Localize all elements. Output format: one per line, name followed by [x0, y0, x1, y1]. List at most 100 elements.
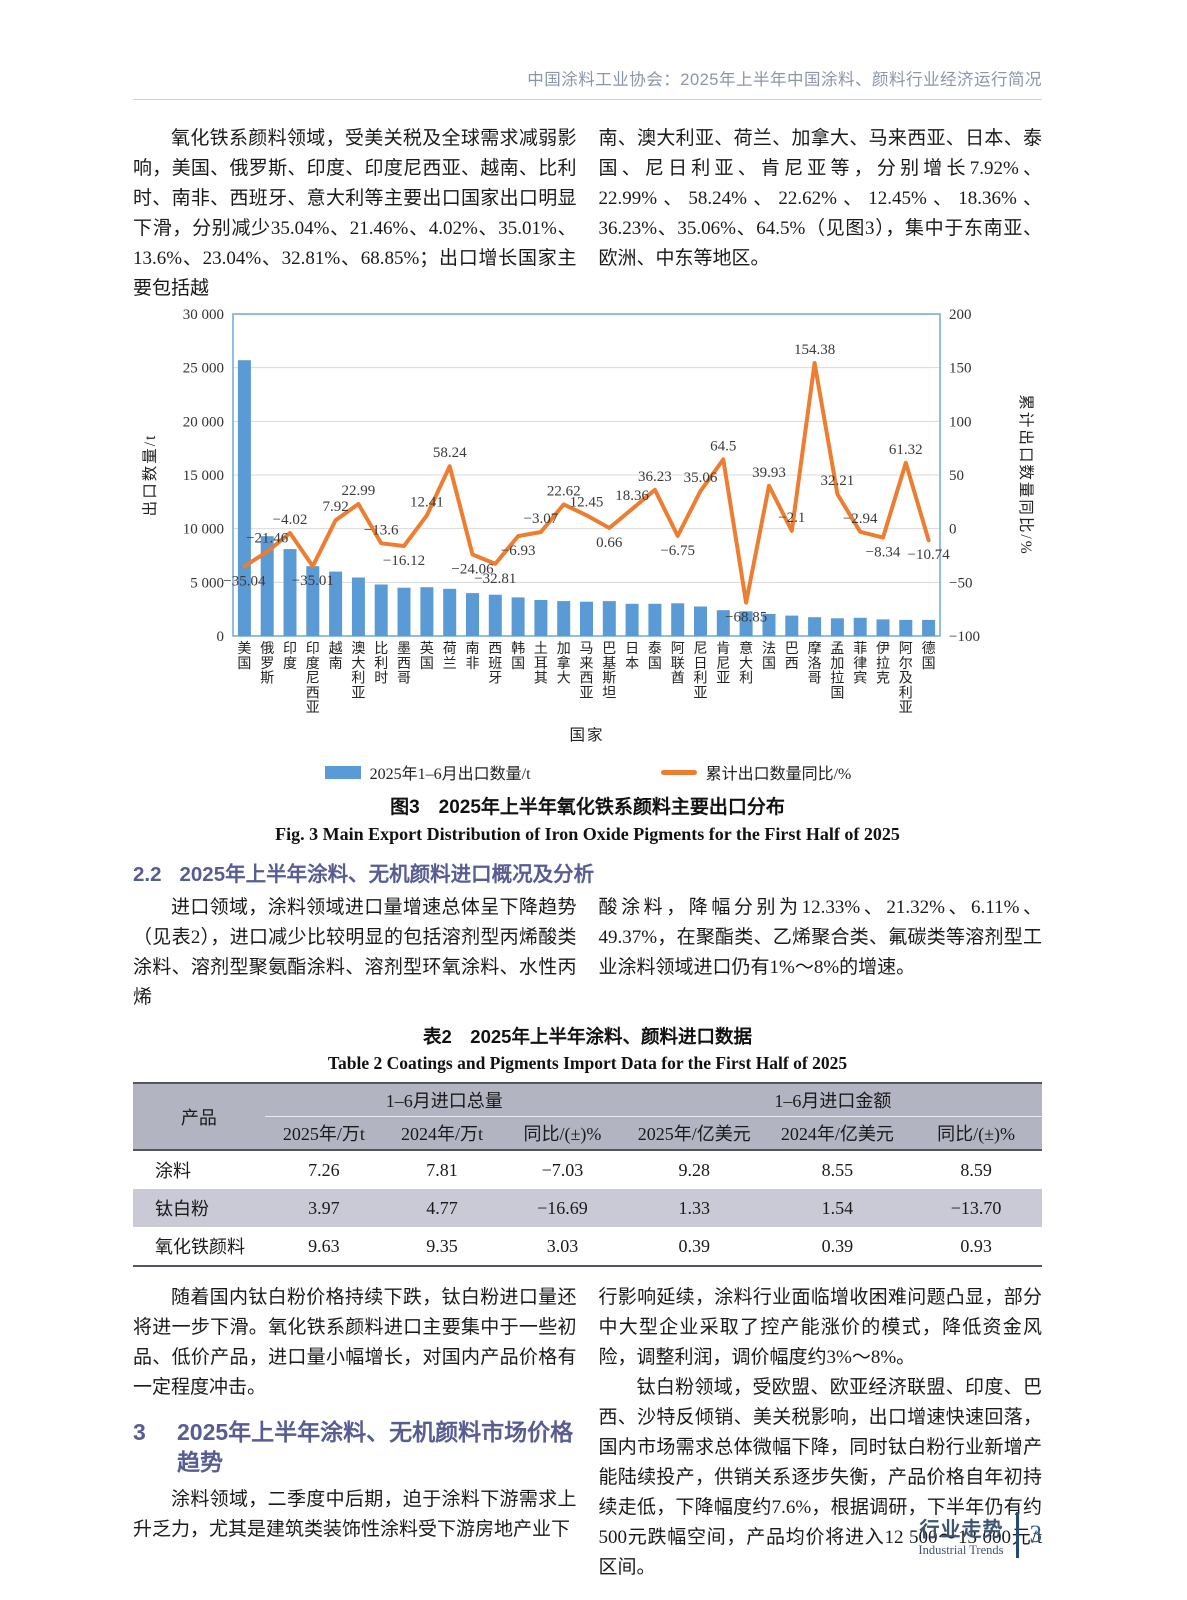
footer-page-number: 3	[1029, 1521, 1043, 1548]
svg-text:−10.74: −10.74	[907, 547, 950, 563]
table2-block: 表2 2025年上半年涂料、颜料进口数据 Table 2 Coatings an…	[0, 1023, 1187, 1267]
svg-text:5 000: 5 000	[190, 575, 224, 591]
svg-text:−2.1: −2.1	[778, 510, 805, 526]
value-cell: 8.55	[821, 1159, 854, 1180]
s22-left-column: 进口领域，涂料领域进口量增速总体呈下降趋势（见表2），进口减少比较明显的包括溶剂…	[133, 893, 577, 1013]
svg-text:菲律宾: 菲律宾	[853, 641, 867, 687]
table-row: 氧化铁颜料 9.63 9.35 3.03 0.39 0.39 0.93	[133, 1227, 1042, 1266]
svg-text:64.5: 64.5	[710, 438, 736, 454]
svg-text:22.99: 22.99	[342, 483, 376, 499]
section-2-2-number: 2.2	[133, 863, 162, 886]
legend-item-line: 累计出口数量同比/%	[660, 760, 852, 784]
svg-text:泰国: 泰国	[648, 641, 662, 672]
svg-text:−13.6: −13.6	[364, 522, 399, 538]
table-row: 钛白粉 3.97 4.77 −16.69 1.33 1.54 −13.70	[133, 1189, 1042, 1227]
s22-right-paragraph: 酸涂料，降幅分别为12.33%、21.32%、6.11%、49.37%，在聚酯类…	[598, 897, 1043, 978]
intro-left-paragraph: 氧化铁系颜料领域，受美关税及全球需求减弱影响，美国、俄罗斯、印度、印度尼西亚、越…	[133, 128, 577, 299]
svg-text:尼日利亚: 尼日利亚	[694, 642, 708, 701]
svg-text:7.92: 7.92	[322, 499, 348, 515]
intro-left-column: 氧化铁系颜料领域，受美关税及全球需求减弱影响，美国、俄罗斯、印度、印度尼西亚、越…	[133, 124, 577, 304]
value-cell: 1.33	[623, 1189, 765, 1227]
section-3-number: 3	[133, 1419, 146, 1445]
figure-caption-zh: 图3 2025年上半年氧化铁系颜料主要出口分布	[390, 797, 785, 818]
svg-text:墨西哥: 墨西哥	[397, 642, 411, 687]
svg-text:印度尼西亚: 印度尼西亚	[306, 641, 320, 716]
s22-right-column: 酸涂料，降幅分别为12.33%、21.32%、6.11%、49.37%，在聚酯类…	[599, 893, 1043, 1013]
svg-text:阿联酋: 阿联酋	[671, 641, 685, 687]
svg-text:32.21: 32.21	[821, 473, 855, 489]
closing-left-column: 随着国内钛白粉价格持续下跌，钛白粉进口量还将进一步下滑。氧化铁系颜料进口主要集中…	[133, 1283, 577, 1583]
svg-text:−35.01: −35.01	[292, 573, 334, 589]
svg-text:韩国: 韩国	[511, 641, 525, 672]
svg-text:154.38: 154.38	[794, 342, 835, 358]
section-3-heading: 3 2025年上半年涂料、无机颜料市场价格趋势	[133, 1417, 577, 1477]
titanium-import-paragraph: 随着国内钛白粉价格持续下跌，钛白粉进口量还将进一步下滑。氧化铁系颜料进口主要集中…	[133, 1287, 577, 1398]
section-3-title: 2025年上半年涂料、无机颜料市场价格趋势	[177, 1419, 574, 1475]
value-cell: 9.35	[426, 1235, 458, 1256]
value-cell: −13.70	[910, 1189, 1042, 1227]
table-row: 涂料 7.26 7.81 −7.03 9.28 8.55 8.59	[133, 1150, 1042, 1189]
value-cell: 0.39	[678, 1235, 711, 1256]
svg-text:18.36: 18.36	[615, 488, 649, 504]
svg-text:−6.75: −6.75	[660, 543, 695, 559]
svg-text:孟加拉国: 孟加拉国	[830, 641, 844, 701]
svg-text:比利时: 比利时	[374, 641, 388, 687]
svg-text:−2.94: −2.94	[843, 511, 878, 527]
combo-chart: 0 5 000 10 000 15 000 20 000 25 000 30 000 −100…	[141, 307, 1035, 744]
section-2-2-heading: 2.2 2025年上半年涂料、无机颜料进口概况及分析	[133, 857, 1042, 887]
product-cell: 钛白粉	[133, 1189, 265, 1227]
subheader-cell: 同比/(±)%	[910, 1116, 1042, 1150]
page-header: 中国涂料工业协会：2025年上半年中国涂料、颜料行业经济运行简况	[0, 0, 1187, 100]
svg-text:肯尼亚: 肯尼亚	[716, 641, 730, 687]
svg-text:印度: 印度	[283, 641, 297, 672]
svg-text:200: 200	[949, 308, 972, 323]
table-caption-en: Table 2 Coatings and Pigments Import Dat…	[327, 1053, 848, 1073]
svg-text:58.24: 58.24	[433, 445, 467, 461]
value-cell: 0.39	[821, 1235, 854, 1256]
svg-text:−4.02: −4.02	[273, 512, 308, 528]
subheader-row: 2025年/万t 2024年/万t 同比/(±)% 2025年/亿美元 2024年/亿美…	[133, 1116, 1042, 1150]
svg-text:越南: 越南	[329, 641, 343, 672]
value-cell: 0.93	[960, 1235, 992, 1256]
svg-text:61.32: 61.32	[889, 442, 923, 458]
subheader-cell: 2024年/亿美元	[764, 1116, 911, 1150]
svg-text:摩洛哥: 摩洛哥	[808, 640, 822, 687]
svg-text:−6.93: −6.93	[501, 543, 536, 559]
svg-text:22.62: 22.62	[547, 483, 581, 499]
svg-text:巴基斯坦: 巴基斯坦	[602, 642, 616, 701]
svg-text:−32.81: −32.81	[474, 571, 516, 587]
product-header-cell: 产品	[133, 1083, 265, 1150]
bar-series-swatch	[324, 765, 361, 779]
svg-text:西班牙: 西班牙	[488, 642, 502, 687]
svg-text:12.45: 12.45	[570, 494, 604, 510]
line-series-label: 累计出口数量同比/%	[705, 766, 852, 783]
svg-text:10 000: 10 000	[183, 522, 224, 538]
svg-text:0: 0	[217, 629, 225, 645]
svg-text:马来西亚: 马来西亚	[580, 641, 594, 701]
svg-text:0.66: 0.66	[596, 535, 623, 551]
closing-right-column: 行影响延续，涂料行业面临增收困难问题凸显，部分中大型企业采取了控产能涨价的模式，…	[599, 1283, 1043, 1583]
intro-section: 氧化铁系颜料领域，受美关税及全球需求减弱影响，美国、俄罗斯、印度、印度尼西亚、越…	[0, 124, 1187, 304]
svg-text:国家: 国家	[569, 726, 604, 744]
svg-text:累计出口数量同比/%: 累计出口数量同比/%	[1017, 394, 1035, 555]
svg-text:50: 50	[949, 468, 964, 484]
svg-text:−8.34: −8.34	[866, 545, 901, 561]
svg-text:39.93: 39.93	[752, 465, 786, 481]
svg-text:意大利: 意大利	[739, 640, 753, 687]
svg-text:100: 100	[949, 414, 972, 430]
svg-text:0: 0	[949, 522, 957, 538]
product-cell: 氧化铁颜料	[155, 1237, 245, 1257]
figure3-block: 0 5 000 10 000 15 000 20 000 25 000 30 000 −100…	[0, 307, 1187, 845]
svg-text:−35.04: −35.04	[223, 573, 266, 589]
closing-section: 随着国内钛白粉价格持续下跌，钛白粉进口量还将进一步下滑。氧化铁系颜料进口主要集中…	[0, 1283, 1187, 1583]
svg-text:阿尔及利亚: 阿尔及利亚	[899, 641, 913, 716]
svg-text:12.41: 12.41	[410, 494, 444, 510]
svg-text:35.06: 35.06	[684, 470, 718, 486]
value-cell: 9.28	[678, 1159, 711, 1180]
svg-text:英国: 英国	[420, 640, 434, 672]
subheader-cell: 2025年/亿美元	[623, 1116, 765, 1150]
footer-text: 行业走势 Industrial Trends	[918, 1513, 1003, 1558]
svg-text:巴西: 巴西	[785, 642, 799, 672]
svg-text:伊拉克: 伊拉克	[876, 641, 890, 687]
